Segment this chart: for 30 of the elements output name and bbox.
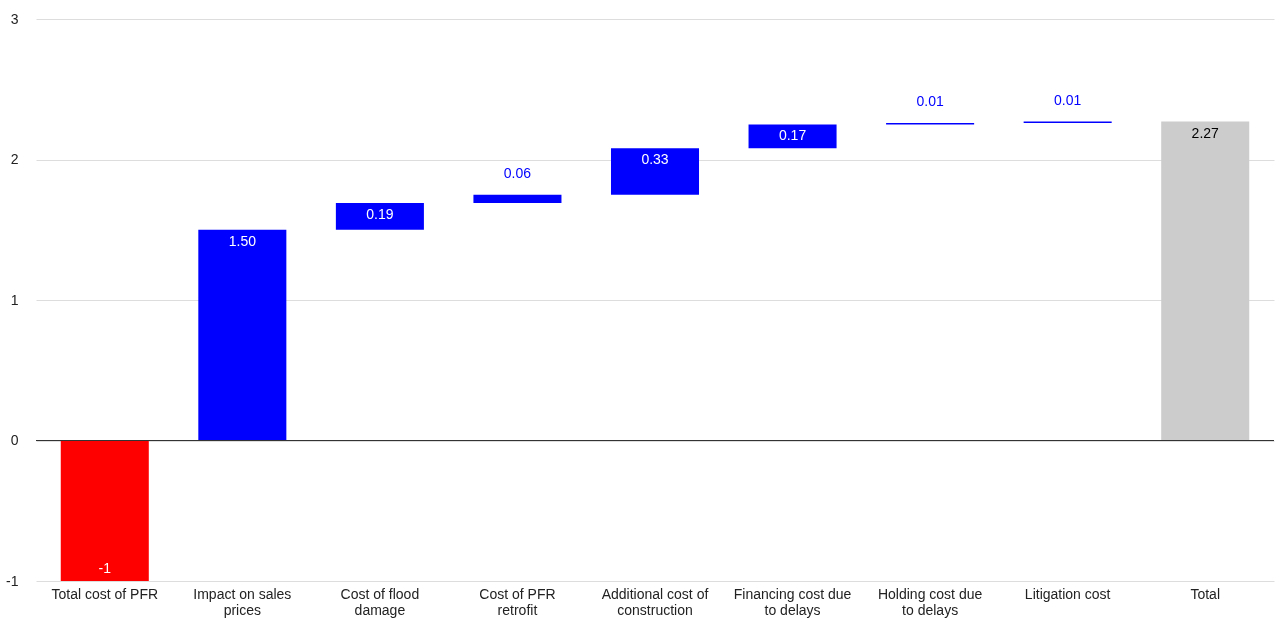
data-label: 0.17 [778, 127, 807, 144]
x-tick-label: Litigation cost [1024, 585, 1111, 602]
data-label: 0.06 [503, 164, 532, 181]
x-tick-label: Impact on sales prices [193, 585, 292, 618]
y-tick-label: 1 [10, 291, 19, 308]
bar [610, 148, 700, 195]
x-tick-label: Holding cost due to delays [877, 585, 983, 618]
data-label: 2.27 [1191, 124, 1220, 141]
data-label: 1.50 [228, 232, 257, 249]
y-tick-label: 2 [10, 151, 19, 167]
x-tick-label: Additional cost of construction [601, 585, 709, 618]
bar [1161, 121, 1250, 441]
data-label: 0.01 [1054, 91, 1082, 108]
data-label: 0.33 [641, 151, 669, 168]
x-tick-label: Total [1190, 585, 1221, 602]
y-tick-label: 3 [10, 10, 19, 27]
data-label: 0.19 [366, 206, 394, 223]
x-tick-label: Total cost of PFR [51, 585, 159, 602]
y-tick-label: 0 [10, 432, 19, 448]
bar [748, 124, 837, 149]
data-label: 0.01 [916, 92, 944, 109]
bar [198, 229, 287, 441]
y-tick-label: -1 [6, 572, 19, 589]
data-label: -1 [98, 560, 112, 576]
x-tick-label: Cost of flood damage [340, 585, 420, 618]
bar [60, 440, 149, 581]
bar [473, 194, 562, 204]
x-tick-label: Financing cost due to delays [733, 585, 852, 618]
bar [335, 203, 424, 230]
x-tick-label: Cost of PFR retrofit [479, 585, 556, 618]
